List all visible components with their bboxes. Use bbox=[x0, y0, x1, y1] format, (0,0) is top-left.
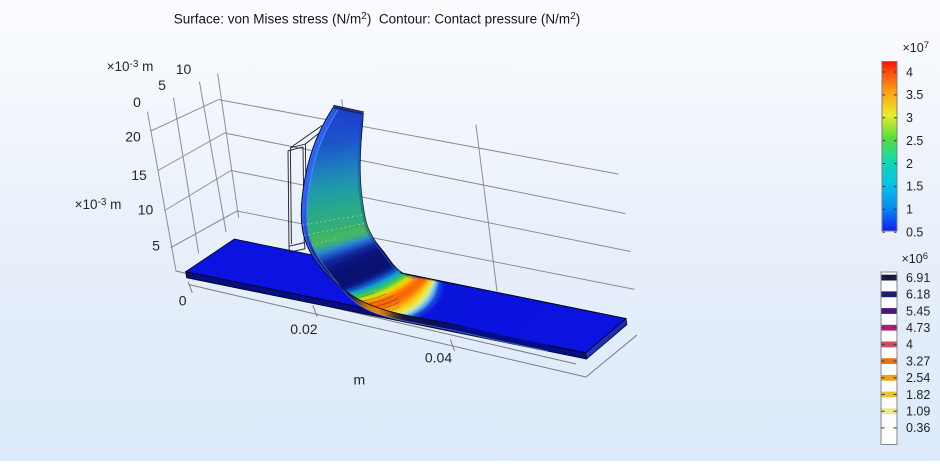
svg-text:5.45: 5.45 bbox=[906, 304, 930, 318]
svg-text:1.5: 1.5 bbox=[906, 180, 923, 194]
svg-text:0.04: 0.04 bbox=[425, 349, 452, 365]
svg-text:10: 10 bbox=[176, 61, 192, 77]
svg-text:5: 5 bbox=[152, 238, 160, 254]
svg-text:2.5: 2.5 bbox=[906, 134, 923, 148]
svg-text:m: m bbox=[353, 372, 365, 388]
svg-text:15: 15 bbox=[131, 167, 147, 183]
svg-text:3: 3 bbox=[906, 111, 913, 125]
svg-text:2: 2 bbox=[906, 157, 913, 171]
svg-text:0.36: 0.36 bbox=[906, 421, 930, 435]
svg-text:0.5: 0.5 bbox=[906, 226, 923, 240]
svg-text:0: 0 bbox=[179, 293, 187, 309]
svg-text:6.91: 6.91 bbox=[906, 271, 930, 285]
svg-text:0: 0 bbox=[133, 94, 141, 110]
svg-text:3.27: 3.27 bbox=[906, 354, 930, 368]
svg-text:4: 4 bbox=[906, 338, 913, 352]
svg-text:4.73: 4.73 bbox=[906, 321, 930, 335]
svg-text:Surface: von Mises stress (N/m: Surface: von Mises stress (N/m2) Contour… bbox=[174, 11, 581, 27]
svg-text:10: 10 bbox=[138, 202, 154, 218]
svg-text:0.02: 0.02 bbox=[290, 321, 317, 337]
svg-text:3.5: 3.5 bbox=[906, 88, 923, 102]
svg-text:1.82: 1.82 bbox=[906, 388, 930, 402]
svg-text:1.09: 1.09 bbox=[906, 405, 930, 419]
svg-text:4: 4 bbox=[906, 65, 913, 79]
svg-text:20: 20 bbox=[125, 128, 141, 144]
svg-text:5: 5 bbox=[158, 77, 166, 93]
svg-text:6.18: 6.18 bbox=[906, 288, 930, 302]
svg-text:1: 1 bbox=[906, 203, 913, 217]
svg-text:2.54: 2.54 bbox=[906, 371, 930, 385]
